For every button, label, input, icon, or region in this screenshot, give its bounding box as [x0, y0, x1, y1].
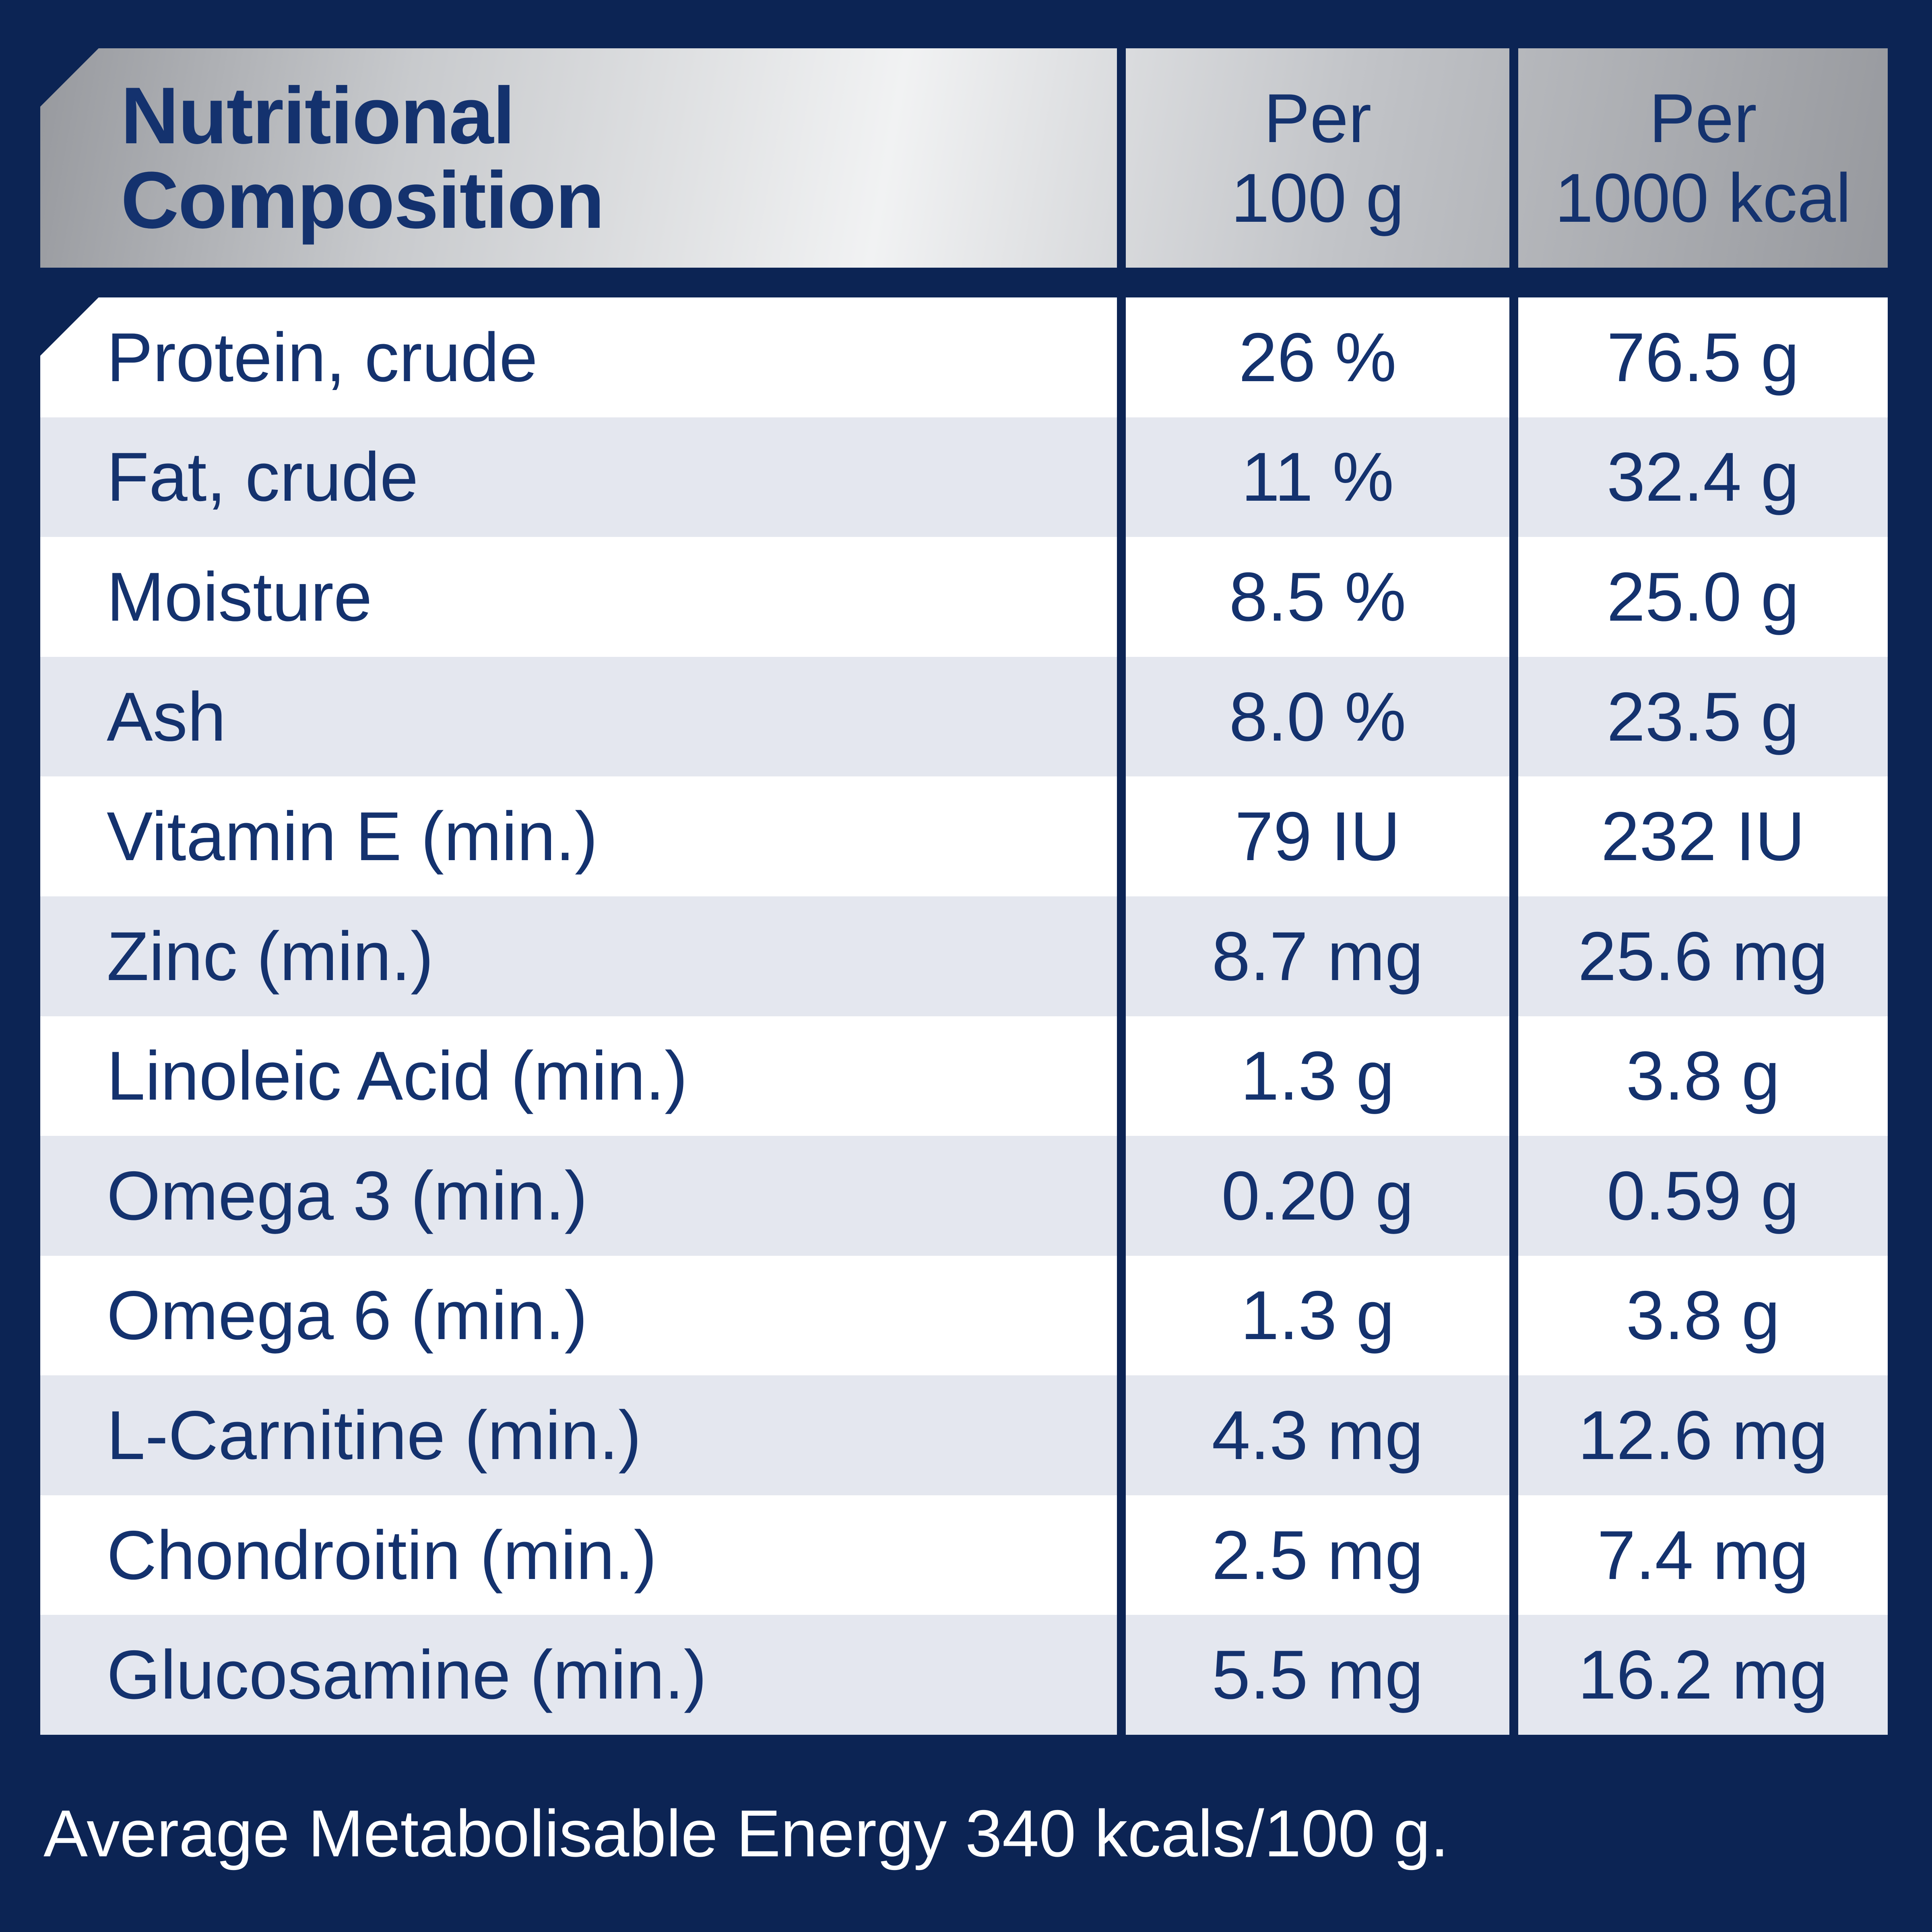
value-per-1000kcal: 25.6 mg	[1578, 917, 1828, 995]
table-row: Protein, crude 26 % 76.5 g	[40, 297, 1888, 417]
table-row: Glucosamine (min.) 5.5 mg 16.2 mg	[40, 1615, 1888, 1735]
nutrient-name: Linoleic Acid (min.)	[107, 1037, 688, 1115]
value-per-100g: 8.0 %	[1229, 678, 1406, 755]
value-per-100g: 1.3 g	[1241, 1037, 1395, 1115]
title-line-2: Composition	[121, 155, 605, 245]
table-row: Linoleic Acid (min.) 1.3 g 3.8 g	[40, 1016, 1888, 1136]
value-per-1000kcal: 3.8 g	[1626, 1277, 1780, 1354]
column-divider	[1117, 1375, 1126, 1495]
column-divider	[1509, 297, 1518, 417]
energy-note: Average Metabolisable Energy 340 kcals/1…	[40, 1735, 1892, 1932]
value-per-1000kcal: 0.59 g	[1606, 1157, 1800, 1234]
column-divider	[1509, 1255, 1518, 1376]
value-per-1000kcal: 76.5 g	[1606, 318, 1800, 396]
table-row: Omega 6 (min.) 1.3 g 3.8 g	[40, 1255, 1888, 1376]
table-row: Moisture 8.5 % 25.0 g	[40, 537, 1888, 657]
nutrient-name: Moisture	[107, 558, 372, 636]
column-divider	[1117, 1255, 1126, 1376]
nutrient-name: Chondroitin (min.)	[107, 1516, 657, 1594]
table-row: Ash 8.0 % 23.5 g	[40, 656, 1888, 777]
table-row: Fat, crude 11 % 32.4 g	[40, 417, 1888, 537]
column-divider	[1117, 48, 1126, 268]
page-title: Nutritional Composition	[40, 48, 1117, 268]
table-header: Nutritional Composition Per 100 g Per 10…	[40, 48, 1888, 268]
value-per-1000kcal: 16.2 mg	[1578, 1636, 1828, 1714]
nutrient-name: Glucosamine (min.)	[107, 1636, 707, 1714]
column-divider	[1117, 537, 1126, 657]
column-divider	[1509, 656, 1518, 777]
nutrient-name: Fat, crude	[107, 438, 419, 516]
column-divider	[1509, 1495, 1518, 1615]
nutrient-name: L-Carnitine (min.)	[107, 1397, 642, 1474]
column-divider	[1509, 1615, 1518, 1735]
table-row: Vitamin E (min.) 79 IU 232 IU	[40, 776, 1888, 896]
value-per-1000kcal: 7.4 mg	[1597, 1516, 1809, 1594]
value-per-100g: 0.20 g	[1221, 1157, 1414, 1234]
value-per-1000kcal: 12.6 mg	[1578, 1397, 1828, 1474]
column-divider	[1509, 48, 1518, 268]
value-per-1000kcal: 32.4 g	[1606, 438, 1800, 516]
column-divider	[1117, 1615, 1126, 1735]
column-divider	[1509, 537, 1518, 657]
column-divider	[1117, 1016, 1126, 1136]
value-per-1000kcal: 232 IU	[1601, 798, 1805, 875]
value-per-100g: 5.5 mg	[1212, 1636, 1424, 1714]
value-per-100g: 11 %	[1241, 438, 1394, 516]
value-per-100g: 4.3 mg	[1212, 1397, 1424, 1474]
value-per-100g: 79 IU	[1234, 798, 1401, 875]
table-row: Zinc (min.) 8.7 mg 25.6 mg	[40, 896, 1888, 1016]
value-per-100g: 8.7 mg	[1212, 917, 1424, 995]
nutrition-table: Nutritional Composition Per 100 g Per 10…	[40, 48, 1888, 1735]
value-per-1000kcal: 25.0 g	[1606, 558, 1800, 636]
column-divider	[1509, 1375, 1518, 1495]
nutrient-name: Omega 3 (min.)	[107, 1157, 588, 1234]
column-divider	[1509, 776, 1518, 896]
column-divider	[1509, 417, 1518, 537]
nutrient-name: Zinc (min.)	[107, 917, 434, 995]
column-divider	[1117, 417, 1126, 537]
column-header-per-1000kcal: Per 1000 kcal	[1554, 79, 1852, 237]
column-header-per-100g: Per 100 g	[1231, 79, 1404, 237]
table-row: L-Carnitine (min.) 4.3 mg 12.6 mg	[40, 1375, 1888, 1495]
energy-note-text: Average Metabolisable Energy 340 kcals/1…	[43, 1796, 1449, 1870]
column-divider	[1117, 896, 1126, 1016]
value-per-1000kcal: 3.8 g	[1626, 1037, 1780, 1115]
column-divider	[1117, 776, 1126, 896]
column-divider	[1509, 1136, 1518, 1256]
value-per-1000kcal: 23.5 g	[1606, 678, 1800, 755]
column-divider	[1117, 1136, 1126, 1256]
column-divider	[1117, 297, 1126, 417]
nutrient-name: Vitamin E (min.)	[107, 798, 598, 875]
nutrient-name: Ash	[107, 678, 226, 755]
title-line-1: Nutritional	[121, 70, 515, 161]
nutrient-name: Protein, crude	[107, 318, 538, 396]
column-divider	[1117, 1495, 1126, 1615]
table-body: Protein, crude 26 % 76.5 g Fat, crude 11…	[40, 297, 1888, 1735]
column-divider	[1509, 1016, 1518, 1136]
column-divider	[1509, 896, 1518, 1016]
value-per-100g: 2.5 mg	[1212, 1516, 1424, 1594]
nutrient-name: Omega 6 (min.)	[107, 1277, 588, 1354]
value-per-100g: 1.3 g	[1241, 1277, 1395, 1354]
value-per-100g: 8.5 %	[1229, 558, 1406, 636]
column-divider	[1117, 656, 1126, 777]
table-row: Chondroitin (min.) 2.5 mg 7.4 mg	[40, 1495, 1888, 1615]
value-per-100g: 26 %	[1238, 318, 1397, 396]
table-row: Omega 3 (min.) 0.20 g 0.59 g	[40, 1136, 1888, 1256]
